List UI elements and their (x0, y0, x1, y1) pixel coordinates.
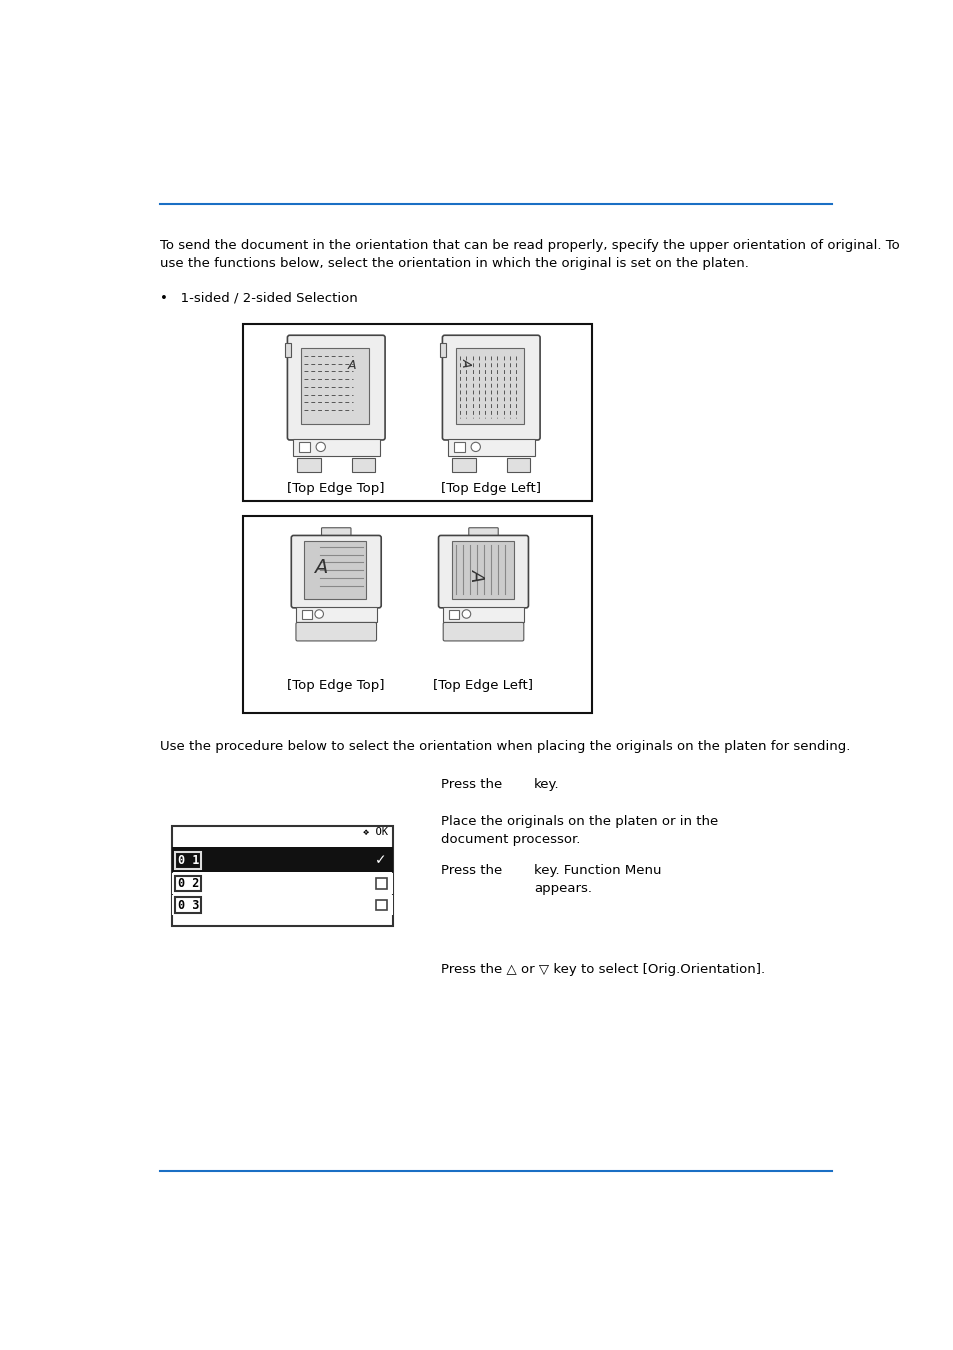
Bar (172, 873, 393, 894)
Bar (375, 899, 386, 910)
Bar (297, 458, 320, 471)
Text: key. Function Menu
appears.: key. Function Menu appears. (534, 864, 660, 895)
Text: A: A (459, 358, 473, 366)
Bar (174, 898, 201, 913)
Bar (304, 541, 366, 598)
Bar (172, 826, 393, 926)
Bar (285, 343, 291, 356)
Bar (243, 516, 592, 713)
Bar (452, 458, 476, 471)
Text: key.: key. (534, 778, 558, 791)
Bar (172, 895, 393, 915)
Text: A: A (467, 570, 485, 582)
Text: Press the △ or ▽ key to select [Orig.Orientation].: Press the △ or ▽ key to select [Orig.Ori… (440, 963, 764, 976)
Bar (456, 348, 523, 424)
Bar (506, 458, 530, 471)
FancyBboxPatch shape (468, 528, 497, 539)
Text: 0 1: 0 1 (177, 855, 199, 867)
Bar (174, 876, 201, 891)
FancyBboxPatch shape (438, 536, 528, 608)
FancyBboxPatch shape (287, 335, 385, 440)
FancyBboxPatch shape (321, 528, 351, 539)
Bar (452, 541, 513, 598)
Text: Place the originals on the platen or in the
document processor.: Place the originals on the platen or in … (440, 815, 718, 846)
Text: A: A (314, 559, 327, 578)
Bar (302, 610, 312, 618)
Bar (243, 324, 592, 501)
Bar (449, 610, 459, 618)
Bar (293, 439, 379, 456)
Circle shape (314, 610, 323, 618)
Circle shape (471, 443, 480, 451)
Circle shape (315, 443, 325, 451)
Circle shape (461, 610, 470, 618)
Bar (295, 608, 376, 622)
Text: To send the document in the orientation that can be read properly, specify the u: To send the document in the orientation … (159, 239, 899, 270)
Text: •   1-sided / 2-sided Selection: • 1-sided / 2-sided Selection (159, 292, 357, 304)
Bar (443, 608, 523, 622)
Text: [Top Edge Top]: [Top Edge Top] (287, 679, 385, 693)
Bar (454, 443, 464, 451)
Text: [Top Edge Top]: [Top Edge Top] (287, 482, 385, 494)
Text: Use the procedure below to select the orientation when placing the originals on : Use the procedure below to select the or… (159, 740, 849, 752)
Bar (447, 439, 534, 456)
Bar (352, 458, 375, 471)
FancyBboxPatch shape (442, 335, 539, 440)
Text: [Top Edge Left]: [Top Edge Left] (433, 679, 533, 693)
Bar (439, 343, 446, 356)
Text: ❖ OK: ❖ OK (363, 828, 388, 837)
FancyBboxPatch shape (291, 536, 381, 608)
Bar (375, 878, 386, 888)
Text: 0 3: 0 3 (177, 899, 199, 911)
Text: Press the: Press the (440, 778, 501, 791)
Text: Press the: Press the (440, 864, 501, 878)
FancyBboxPatch shape (295, 622, 376, 641)
Bar (298, 443, 310, 451)
Bar (174, 852, 201, 869)
FancyBboxPatch shape (443, 622, 523, 641)
Bar (300, 348, 369, 424)
Bar (172, 848, 393, 872)
Text: 0 2: 0 2 (177, 878, 199, 890)
Text: [Top Edge Left]: [Top Edge Left] (441, 482, 540, 494)
Text: ✓: ✓ (375, 853, 386, 868)
Text: A: A (347, 359, 355, 371)
